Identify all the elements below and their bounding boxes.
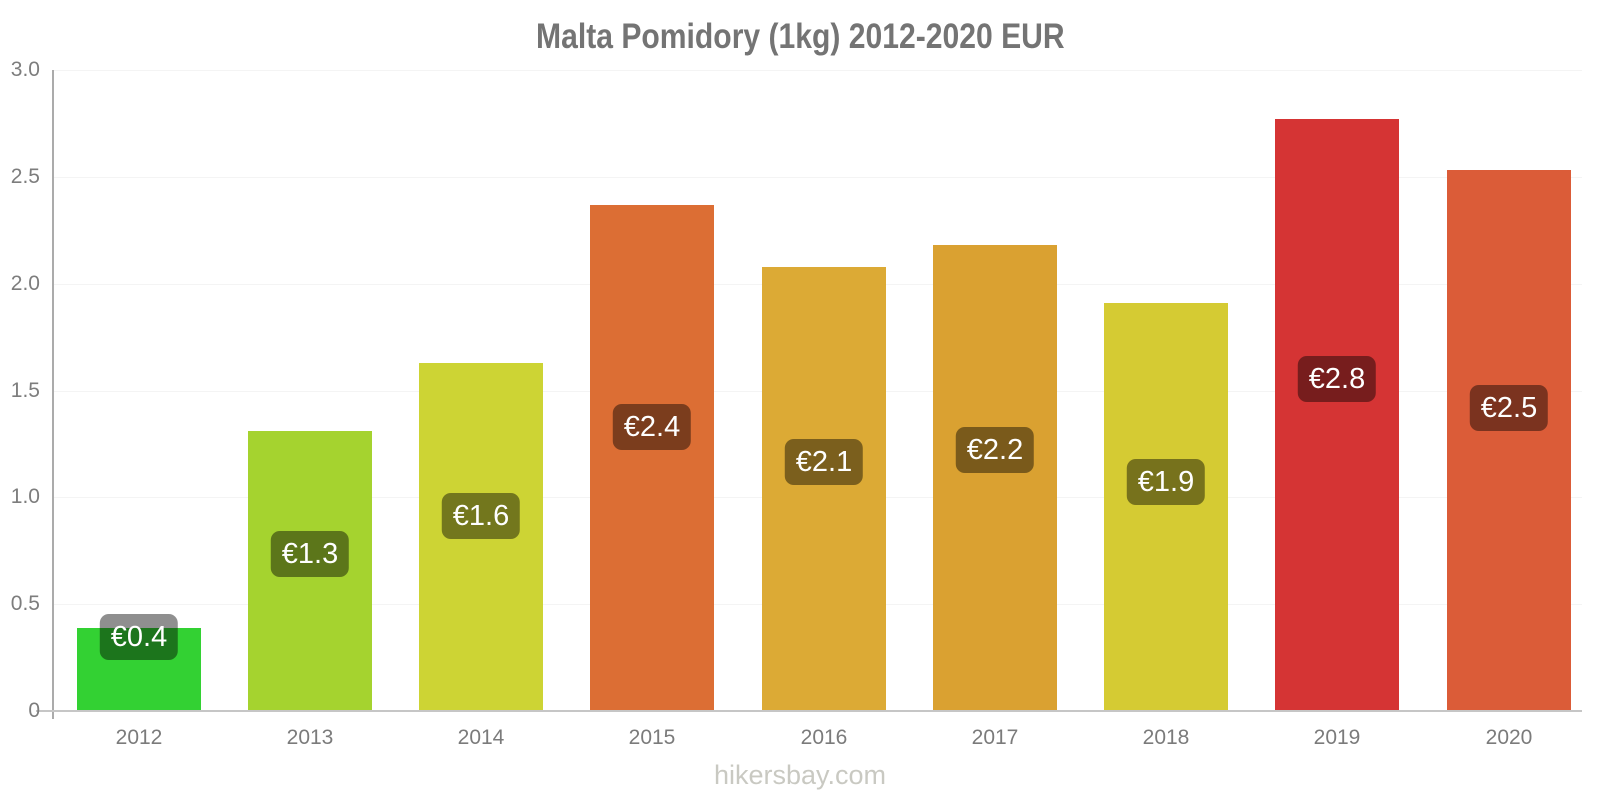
- bar-value-badge-2015: €2.4: [612, 404, 692, 450]
- bar-2017[interactable]: [933, 245, 1057, 710]
- gridline-2.5: [53, 177, 1582, 178]
- y-axis-tick-2.0: 2.0: [10, 272, 40, 295]
- bar-value-badge-2016: €2.1: [784, 439, 864, 485]
- bar-value-badge-2013: €1.3: [270, 531, 350, 577]
- y-axis-tick-3.0: 3.0: [10, 58, 40, 81]
- bar-2014[interactable]: [419, 363, 543, 710]
- bar-2016[interactable]: [762, 267, 886, 710]
- chart-title-text: Malta Pomidory (1kg) 2012-2020 EUR: [535, 17, 1065, 56]
- y-axis-tick-0.5: 0.5: [10, 592, 40, 615]
- bar-2019[interactable]: [1275, 119, 1399, 710]
- x-axis-line: [36, 710, 1582, 712]
- x-axis-label-2012: 2012: [115, 726, 163, 749]
- bar-value-badge-2018: €1.9: [1126, 459, 1206, 505]
- gridline-3: [53, 70, 1582, 71]
- x-axis-label-2013: 2013: [286, 726, 334, 749]
- x-axis-label-2020: 2020: [1485, 726, 1533, 749]
- bar-value-badge-2020: €2.5: [1469, 385, 1549, 431]
- y-axis-line: [52, 70, 54, 719]
- y-axis-tick-1.0: 1.0: [10, 485, 40, 508]
- y-axis-tick-1.5: 1.5: [10, 379, 40, 402]
- x-axis-label-2016: 2016: [800, 726, 848, 749]
- bar-value-badge-2017: €2.2: [955, 427, 1035, 473]
- bar-2015[interactable]: [590, 205, 714, 710]
- bar-2012[interactable]: [77, 628, 201, 710]
- bar-value-badge-2012: €0.4: [99, 614, 179, 660]
- x-axis-label-2017: 2017: [971, 726, 1019, 749]
- chart-title: Malta Pomidory (1kg) 2012-2020 EUR: [0, 17, 1600, 57]
- y-axis-tick-2.5: 2.5: [10, 165, 40, 188]
- bar-2018[interactable]: [1104, 303, 1228, 710]
- watermark-link[interactable]: hikersbay.com: [713, 760, 887, 790]
- x-axis-label-2019: 2019: [1313, 726, 1361, 749]
- x-axis-label-2014: 2014: [457, 726, 505, 749]
- bar-2020[interactable]: [1447, 170, 1571, 710]
- bar-2013[interactable]: [248, 431, 372, 710]
- x-axis-label-2015: 2015: [628, 726, 676, 749]
- y-axis-tick-0: 0: [28, 699, 40, 722]
- bar-value-badge-2019: €2.8: [1297, 356, 1377, 402]
- x-axis-label-2018: 2018: [1142, 726, 1190, 749]
- bar-value-badge-2014: €1.6: [441, 493, 521, 539]
